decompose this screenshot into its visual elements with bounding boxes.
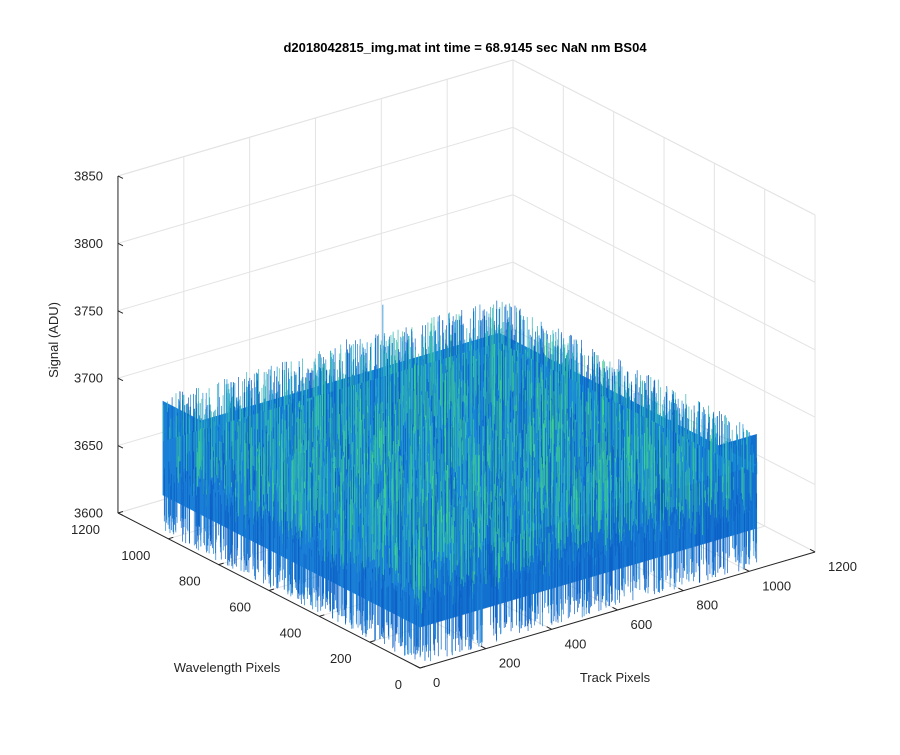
surface-plot — [163, 301, 757, 662]
